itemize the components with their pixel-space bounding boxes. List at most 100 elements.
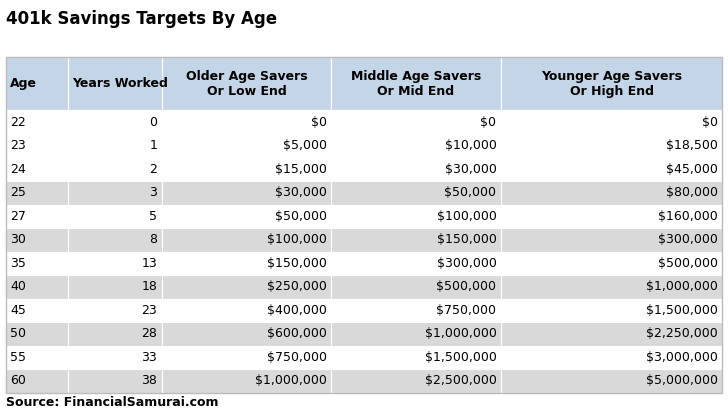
Bar	[331, 275, 501, 299]
Bar	[68, 158, 162, 181]
Text: 24: 24	[10, 163, 26, 176]
Text: Older Age Savers
Or Low End: Older Age Savers Or Low End	[186, 70, 307, 97]
Bar	[331, 134, 501, 158]
Text: 25: 25	[10, 186, 26, 199]
Text: $80,000: $80,000	[666, 186, 718, 199]
Bar	[501, 205, 722, 228]
Bar	[162, 346, 331, 369]
Bar	[162, 181, 331, 205]
Text: 401k Savings Targets By Age: 401k Savings Targets By Age	[6, 10, 277, 29]
Text: $100,000: $100,000	[437, 210, 496, 223]
Bar	[68, 275, 162, 299]
Bar	[501, 57, 722, 110]
Text: $500,000: $500,000	[437, 281, 496, 293]
Text: $3,000,000: $3,000,000	[646, 351, 718, 364]
Text: $30,000: $30,000	[275, 186, 327, 199]
Bar	[68, 110, 162, 134]
Text: $300,000: $300,000	[658, 234, 718, 246]
Bar	[6, 322, 68, 346]
Text: 1: 1	[149, 139, 157, 152]
Text: $100,000: $100,000	[267, 234, 327, 246]
Bar	[331, 346, 501, 369]
Text: Younger Age Savers
Or High End: Younger Age Savers Or High End	[541, 70, 682, 97]
Text: $1,000,000: $1,000,000	[255, 375, 327, 387]
Bar	[68, 228, 162, 252]
Bar	[162, 275, 331, 299]
Bar	[331, 322, 501, 346]
Bar	[331, 228, 501, 252]
Text: 13: 13	[141, 257, 157, 270]
Text: $50,000: $50,000	[445, 186, 496, 199]
Text: 18: 18	[141, 281, 157, 293]
Text: $5,000,000: $5,000,000	[646, 375, 718, 387]
Bar	[162, 322, 331, 346]
Bar	[68, 299, 162, 322]
Text: $750,000: $750,000	[267, 351, 327, 364]
Text: 35: 35	[10, 257, 26, 270]
Text: $160,000: $160,000	[658, 210, 718, 223]
Text: 33: 33	[141, 351, 157, 364]
Bar	[6, 369, 68, 393]
Bar	[501, 346, 722, 369]
Text: $400,000: $400,000	[267, 304, 327, 317]
Bar	[162, 158, 331, 181]
Bar	[6, 57, 68, 110]
Bar	[331, 158, 501, 181]
Bar	[501, 299, 722, 322]
Text: 0: 0	[149, 116, 157, 129]
Text: $0: $0	[480, 116, 496, 129]
Text: 2: 2	[149, 163, 157, 176]
Bar	[501, 134, 722, 158]
Bar	[6, 346, 68, 369]
Bar	[6, 299, 68, 322]
Bar	[162, 134, 331, 158]
Text: 28: 28	[141, 328, 157, 340]
Text: $5,000: $5,000	[283, 139, 327, 152]
Bar	[162, 57, 331, 110]
Bar	[68, 205, 162, 228]
Text: 40: 40	[10, 281, 26, 293]
Text: 60: 60	[10, 375, 26, 387]
Text: $18,500: $18,500	[666, 139, 718, 152]
Bar	[68, 322, 162, 346]
Text: $2,500,000: $2,500,000	[424, 375, 496, 387]
Bar	[6, 57, 722, 393]
Text: $1,500,000: $1,500,000	[646, 304, 718, 317]
Bar	[501, 252, 722, 275]
Bar	[162, 110, 331, 134]
Bar	[331, 252, 501, 275]
Text: $10,000: $10,000	[445, 139, 496, 152]
Text: Source: FinancialSamurai.com: Source: FinancialSamurai.com	[6, 396, 218, 410]
Bar	[331, 205, 501, 228]
Bar	[68, 134, 162, 158]
Text: $150,000: $150,000	[437, 234, 496, 246]
Bar	[501, 275, 722, 299]
Bar	[162, 205, 331, 228]
Bar	[162, 228, 331, 252]
Text: $600,000: $600,000	[267, 328, 327, 340]
Text: Years Worked: Years Worked	[72, 77, 168, 90]
Text: $1,000,000: $1,000,000	[424, 328, 496, 340]
Bar	[501, 369, 722, 393]
Bar	[501, 158, 722, 181]
Text: 23: 23	[141, 304, 157, 317]
Bar	[501, 322, 722, 346]
Bar	[68, 369, 162, 393]
Text: $250,000: $250,000	[267, 281, 327, 293]
Text: $15,000: $15,000	[275, 163, 327, 176]
Bar	[331, 299, 501, 322]
Bar	[68, 346, 162, 369]
Text: 8: 8	[149, 234, 157, 246]
Text: $0: $0	[702, 116, 718, 129]
Bar	[501, 110, 722, 134]
Bar	[331, 110, 501, 134]
Bar	[501, 181, 722, 205]
Bar	[6, 228, 68, 252]
Bar	[331, 369, 501, 393]
Bar	[6, 158, 68, 181]
Text: 30: 30	[10, 234, 26, 246]
Text: $30,000: $30,000	[445, 163, 496, 176]
Text: Age: Age	[10, 77, 37, 90]
Text: $45,000: $45,000	[666, 163, 718, 176]
Bar	[501, 228, 722, 252]
